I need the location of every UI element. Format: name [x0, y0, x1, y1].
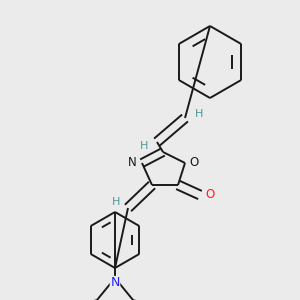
- Text: N: N: [128, 157, 136, 169]
- Text: O: O: [189, 157, 199, 169]
- Text: H: H: [140, 141, 148, 151]
- Text: N: N: [110, 277, 120, 290]
- Text: H: H: [195, 109, 203, 119]
- Text: H: H: [112, 197, 120, 207]
- Text: O: O: [206, 188, 214, 202]
